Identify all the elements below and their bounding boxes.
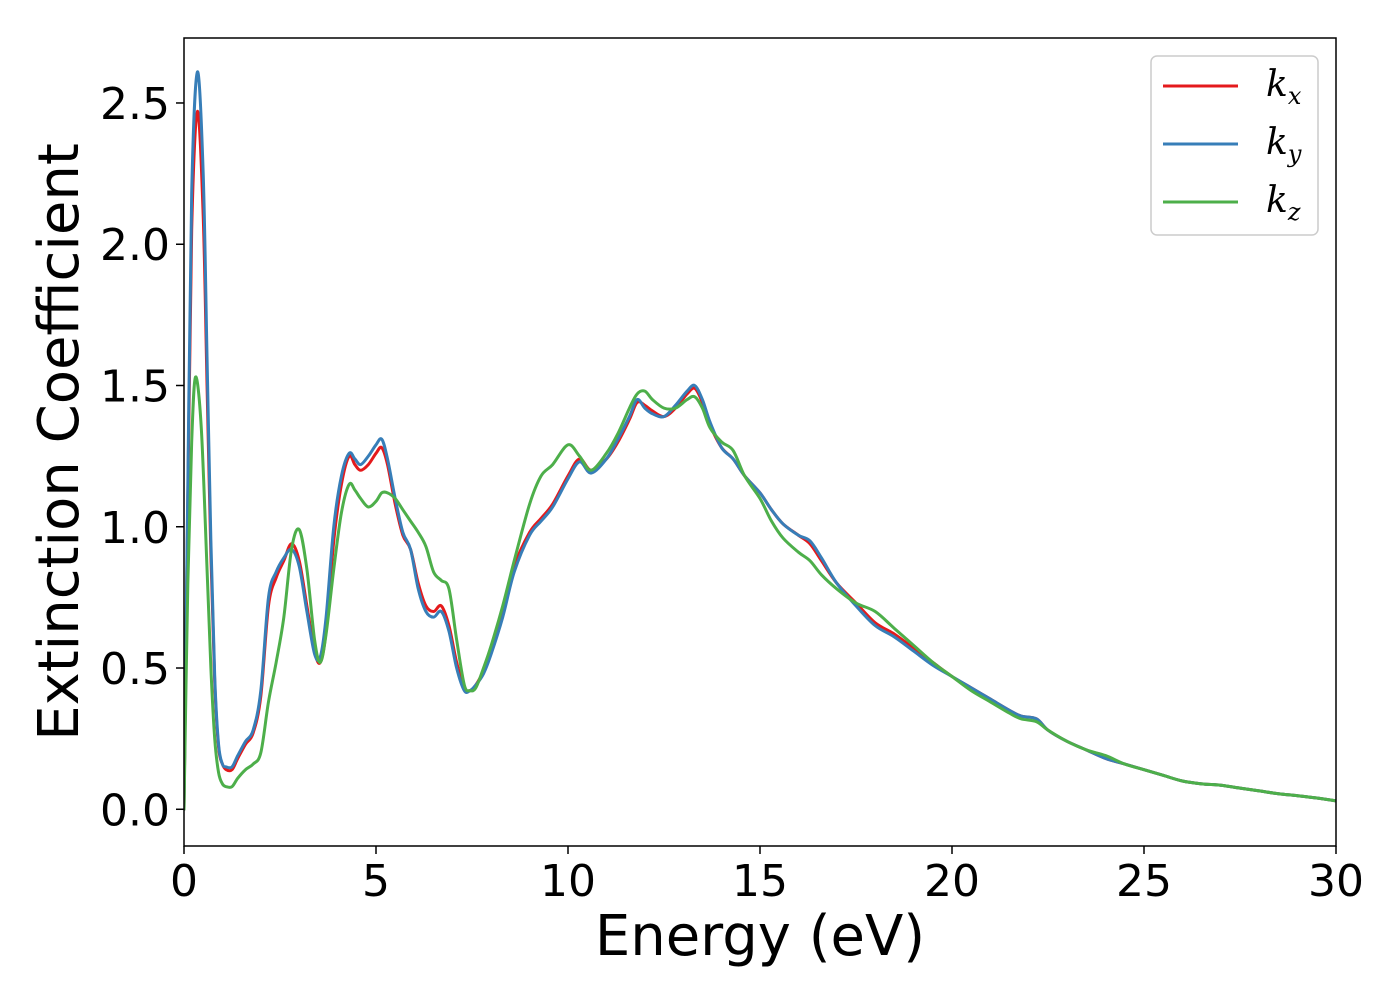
series-group bbox=[184, 70, 1336, 811]
x-tick-label: 5 bbox=[362, 856, 390, 907]
x-tick-label: 0 bbox=[170, 856, 198, 907]
x-axis: 0 5 10 15 20 25 30 bbox=[170, 846, 1364, 907]
series-line-z bbox=[184, 375, 1336, 811]
y-tick-label: 1.5 bbox=[100, 361, 170, 412]
legend-label-x: kx bbox=[1266, 64, 1302, 110]
legend-label-z: kz bbox=[1266, 180, 1301, 226]
legend-label-y: ky bbox=[1266, 122, 1302, 168]
y-axis: 0.0 0.5 1.0 1.5 2.0 2.5 bbox=[100, 79, 184, 836]
y-axis-title: Extinction Coefficient bbox=[27, 143, 92, 741]
x-tick-label: 20 bbox=[924, 856, 980, 907]
x-tick-label: 10 bbox=[540, 856, 596, 907]
y-tick-label: 0.0 bbox=[100, 785, 170, 836]
x-tick-label: 15 bbox=[732, 856, 788, 907]
y-tick-label: 2.5 bbox=[100, 79, 170, 130]
y-tick-label: 0.5 bbox=[100, 644, 170, 695]
x-axis-title: Energy (eV) bbox=[595, 904, 925, 969]
legend: kx ky kz bbox=[1150, 55, 1319, 236]
y-tick-label: 2.0 bbox=[100, 220, 170, 271]
y-tick-label: 1.0 bbox=[100, 503, 170, 554]
x-tick-label: 25 bbox=[1116, 856, 1172, 907]
x-tick-label: 30 bbox=[1308, 856, 1364, 907]
series-line-y bbox=[184, 70, 1336, 811]
